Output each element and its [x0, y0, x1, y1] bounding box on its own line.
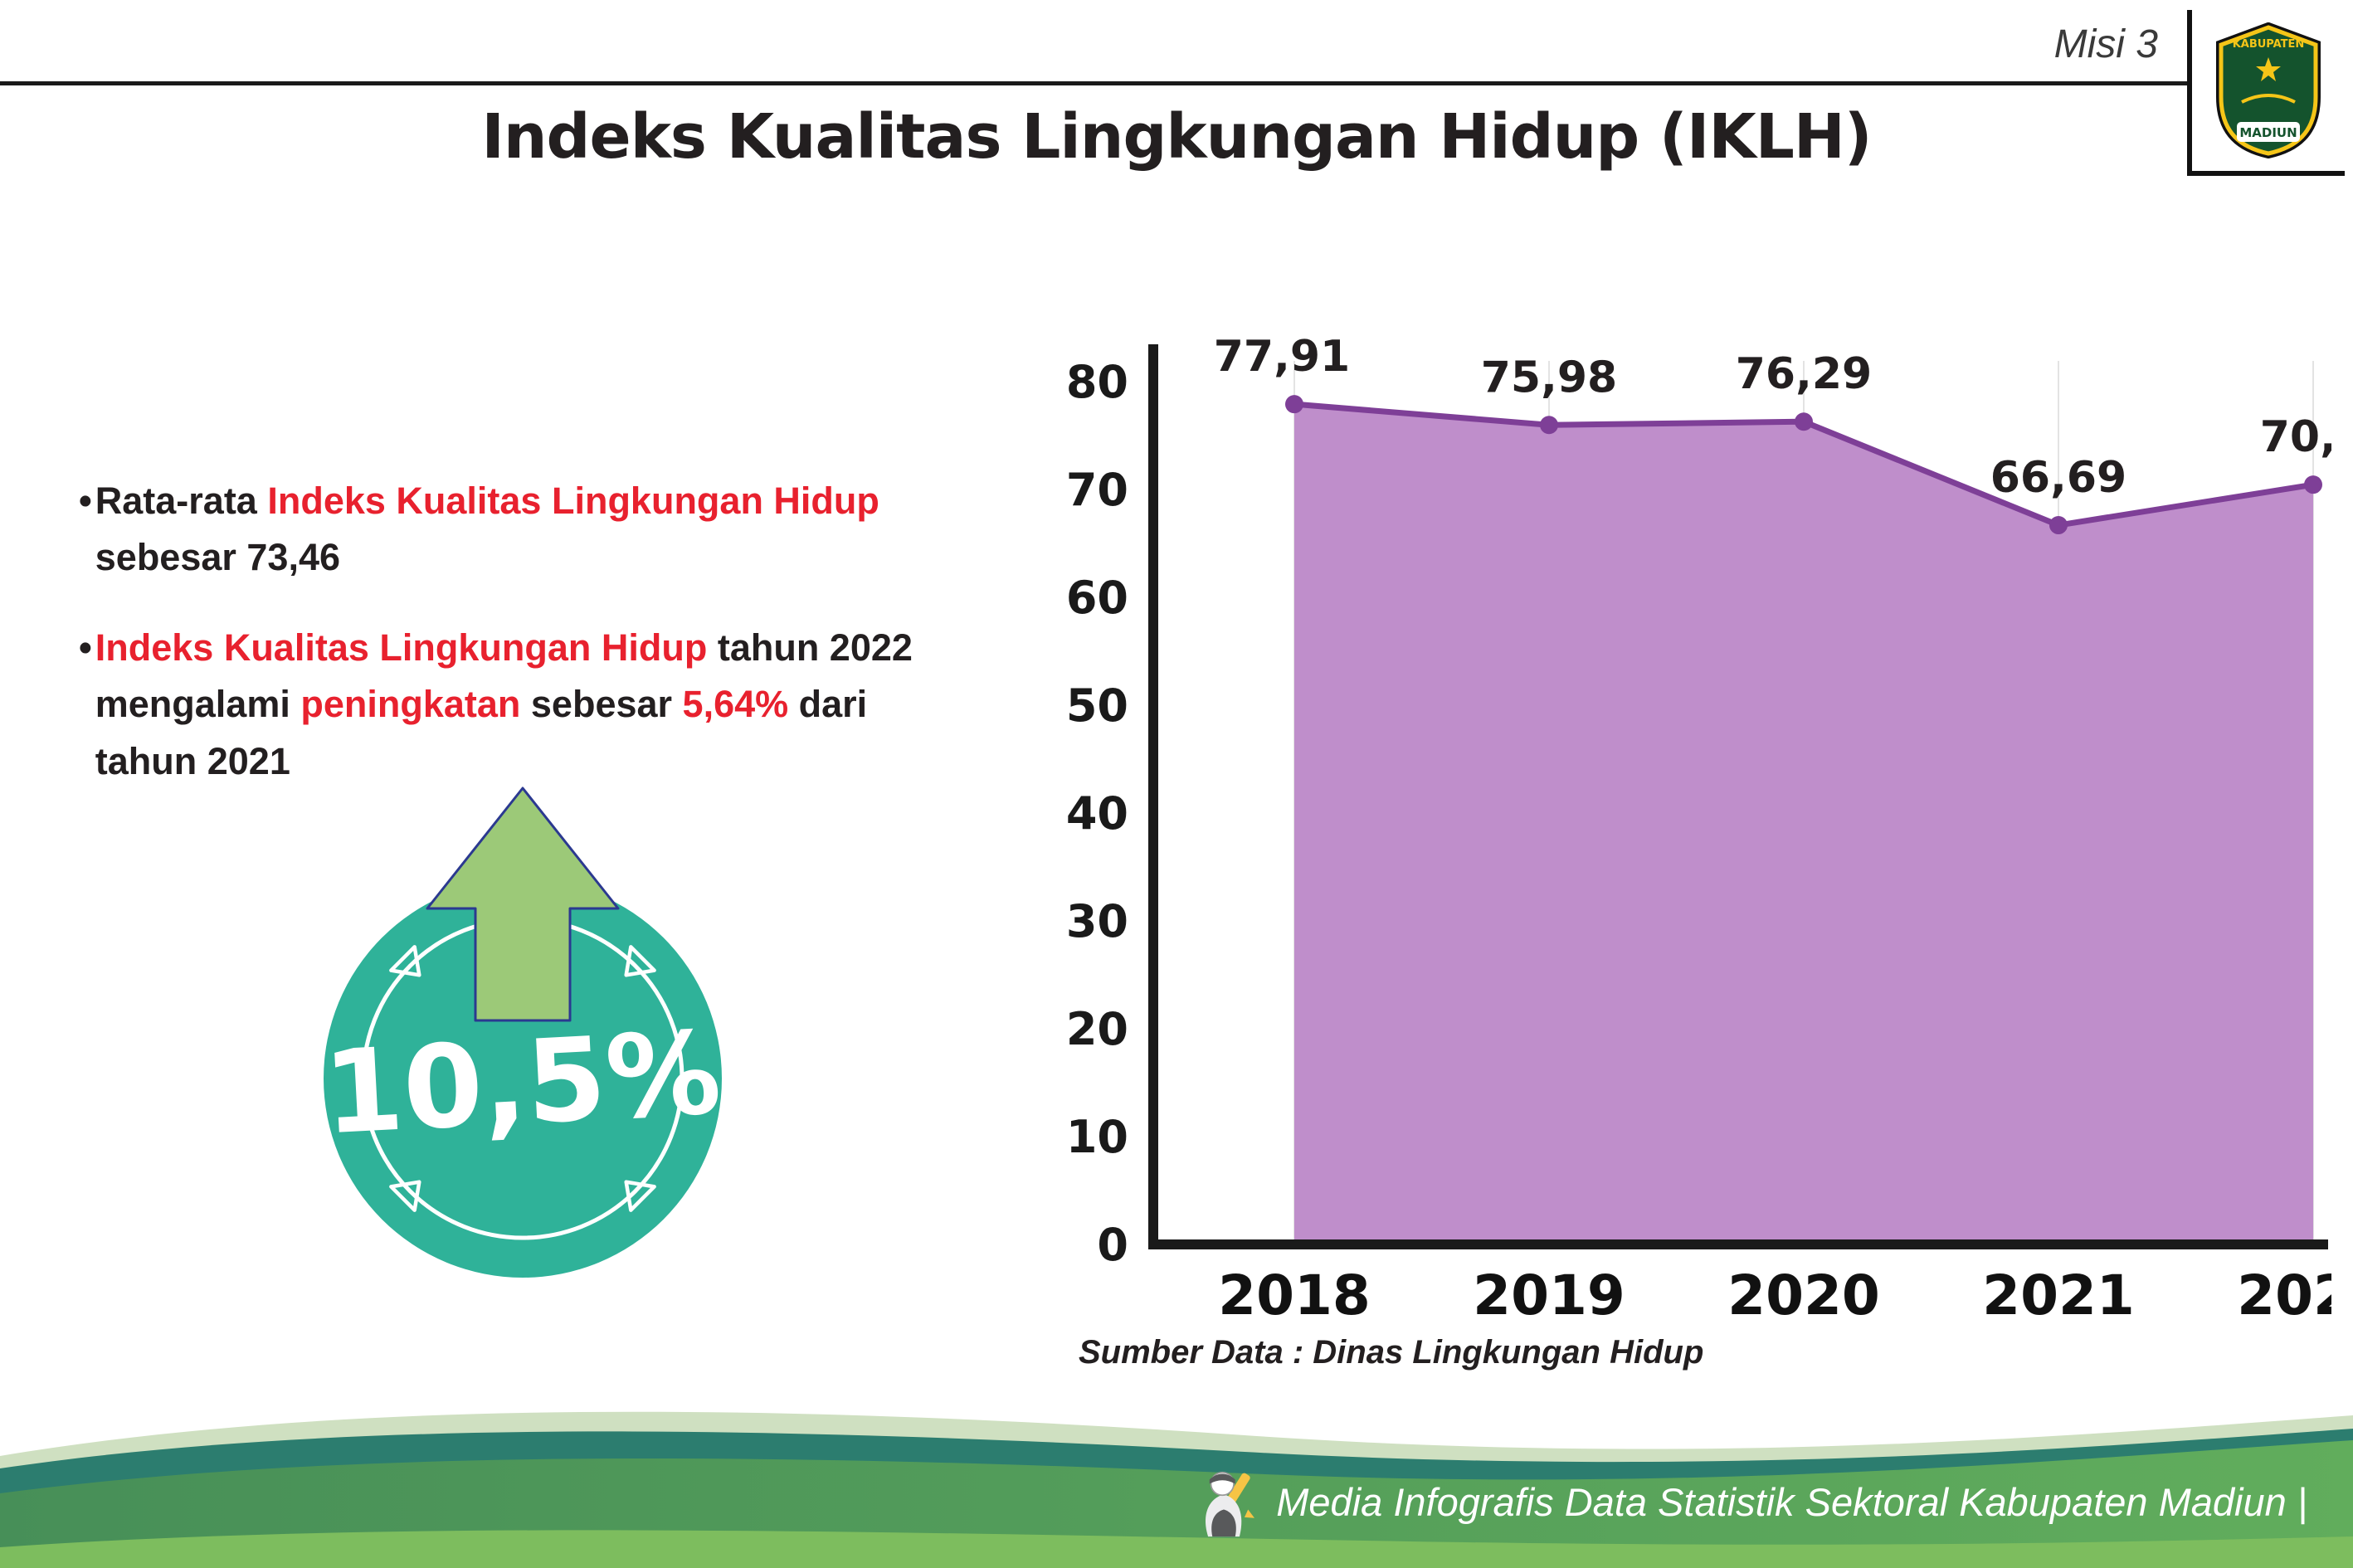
text-segment: 5,64%	[682, 683, 789, 726]
bullet-lines: Indeks Kualitas Lingkungan Hidup tahun 2…	[95, 620, 913, 790]
data-label: 66,69	[1990, 453, 2126, 503]
x-tick-label: 2020	[1727, 1264, 1880, 1327]
logo-text-top: KABUPATEN	[2233, 38, 2305, 51]
bullet-lines: Rata-rata Indeks Kualitas Lingkungan Hid…	[95, 473, 879, 587]
footer-credit-text: Media Infografis Data Statistik Sektoral…	[1276, 1479, 2307, 1524]
growth-badge: 10,5%	[320, 786, 724, 1278]
logo-text-bottom: MADIUN	[2239, 125, 2297, 140]
x-axis-line	[1148, 1239, 2328, 1249]
bullet-marker: •	[79, 480, 92, 522]
ring-triangle-icon	[624, 945, 656, 977]
y-tick-label: 0	[1097, 1219, 1128, 1271]
mascot-icon	[1206, 1471, 1255, 1537]
bullet-marker: •	[79, 626, 92, 669]
page-title: Indeks Kualitas Lingkungan Hidup (IKLH)	[481, 101, 1872, 173]
text-segment: Indeks Kualitas Lingkungan Hidup	[267, 480, 879, 522]
text-segment: sebesar 73,46	[95, 536, 341, 579]
chart-point	[1795, 412, 1813, 431]
y-tick-label: 10	[1066, 1111, 1128, 1163]
chart-source-note: Sumber Data : Dinas Lingkungan Hidup	[1079, 1334, 1704, 1371]
y-tick-label: 30	[1066, 895, 1128, 947]
text-segment: mengalami	[95, 683, 301, 726]
y-tick-label: 80	[1066, 356, 1128, 408]
growth-value: 10,5%	[320, 1006, 724, 1161]
text-segment: dari	[788, 683, 868, 726]
data-label: 77,91	[1214, 332, 1350, 382]
bullet-line: Rata-rata Indeks Kualitas Lingkungan Hid…	[95, 473, 879, 529]
logo-frame: KABUPATEN MADIUN	[2187, 10, 2345, 176]
chart-point	[1540, 416, 1558, 435]
growth-circle	[324, 879, 722, 1278]
x-tick-label: 2018	[1218, 1264, 1371, 1327]
ring-triangle-icon	[389, 1180, 421, 1212]
x-tick-label: 2021	[1982, 1264, 2135, 1327]
y-tick-label: 20	[1066, 1003, 1128, 1055]
text-segment: Rata-rata	[95, 480, 268, 522]
bullet-line: tahun 2021	[95, 733, 913, 790]
misi-label: Misi 3	[2053, 22, 2158, 66]
chart-point	[1285, 395, 1303, 414]
footer-credit: Media Infografis Data Statistik Sektoral…	[1188, 1462, 2307, 1541]
data-label: 76,29	[1736, 349, 1872, 399]
y-tick-label: 40	[1066, 787, 1128, 840]
logo-banner	[2237, 122, 2300, 142]
kabupaten-madiun-logo: KABUPATEN MADIUN	[2216, 22, 2321, 158]
ring-triangle-icon	[624, 1180, 656, 1212]
y-tick-label: 60	[1066, 572, 1128, 624]
ring-triangle-icon	[389, 945, 421, 977]
chart-point	[2304, 475, 2322, 494]
chart-container: 010203040506070802018201920202021202277,…	[1037, 299, 2353, 1377]
x-tick-label: 2019	[1473, 1264, 1625, 1327]
text-segment: Indeks Kualitas Lingkungan Hidup	[95, 626, 708, 669]
footer-wave	[0, 1411, 2353, 1568]
text-segment: peningkatan	[300, 683, 521, 726]
text-segment: tahun 2021	[95, 739, 290, 782]
bullet-item: • Rata-rata Indeks Kualitas Lingkungan Hi…	[79, 473, 1041, 587]
bullet-line: Indeks Kualitas Lingkungan Hidup tahun 2…	[95, 620, 913, 676]
text-segment: tahun 2022	[707, 626, 913, 669]
bullet-item: • Indeks Kualitas Lingkungan Hidup tahun …	[79, 620, 1041, 790]
y-tick-label: 50	[1066, 679, 1128, 732]
bullets-list: • Rata-rata Indeks Kualitas Lingkungan Hi…	[79, 473, 1041, 823]
wave-green-bottom	[0, 1530, 2353, 1568]
logo-arc	[2241, 94, 2296, 104]
y-axis-line	[1148, 344, 1158, 1249]
y-tick-label: 70	[1066, 464, 1128, 516]
data-label: 70,45	[2260, 412, 2331, 462]
chart-area-fill	[1294, 404, 2313, 1244]
iklh-area-chart: 010203040506070802018201920202021202277,…	[1066, 332, 2353, 1327]
logo-star-icon	[2256, 57, 2281, 81]
text-segment: sebesar	[520, 683, 683, 726]
chart-point	[2049, 516, 2068, 535]
up-arrow-icon	[426, 786, 620, 1022]
bullet-line: sebesar 73,46	[95, 529, 879, 586]
bullet-line: mengalami peningkatan sebesar 5,64% dari	[95, 676, 913, 733]
header-rule	[0, 81, 2190, 85]
data-label: 75,98	[1481, 353, 1617, 402]
